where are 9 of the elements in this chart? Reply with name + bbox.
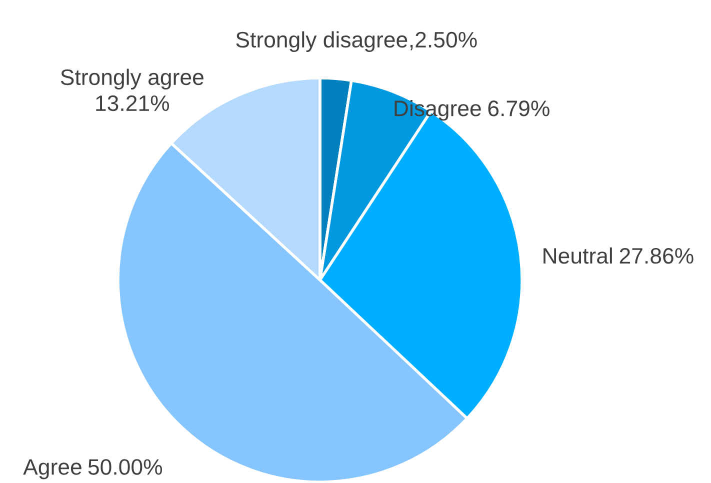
slice-label: Agree [23,459,82,480]
slice-label: Strongly agree [60,68,204,90]
data-label: 13.21% [96,95,170,112]
data-label: 6.79% [488,100,550,116]
data-label: ,2.50% [410,32,477,50]
data-label: 50.00% [88,459,162,475]
slice-label: Neutral [544,247,612,264]
slice-label: Strongly disagree [236,31,408,52]
data-label: 27.86% [620,248,694,264]
